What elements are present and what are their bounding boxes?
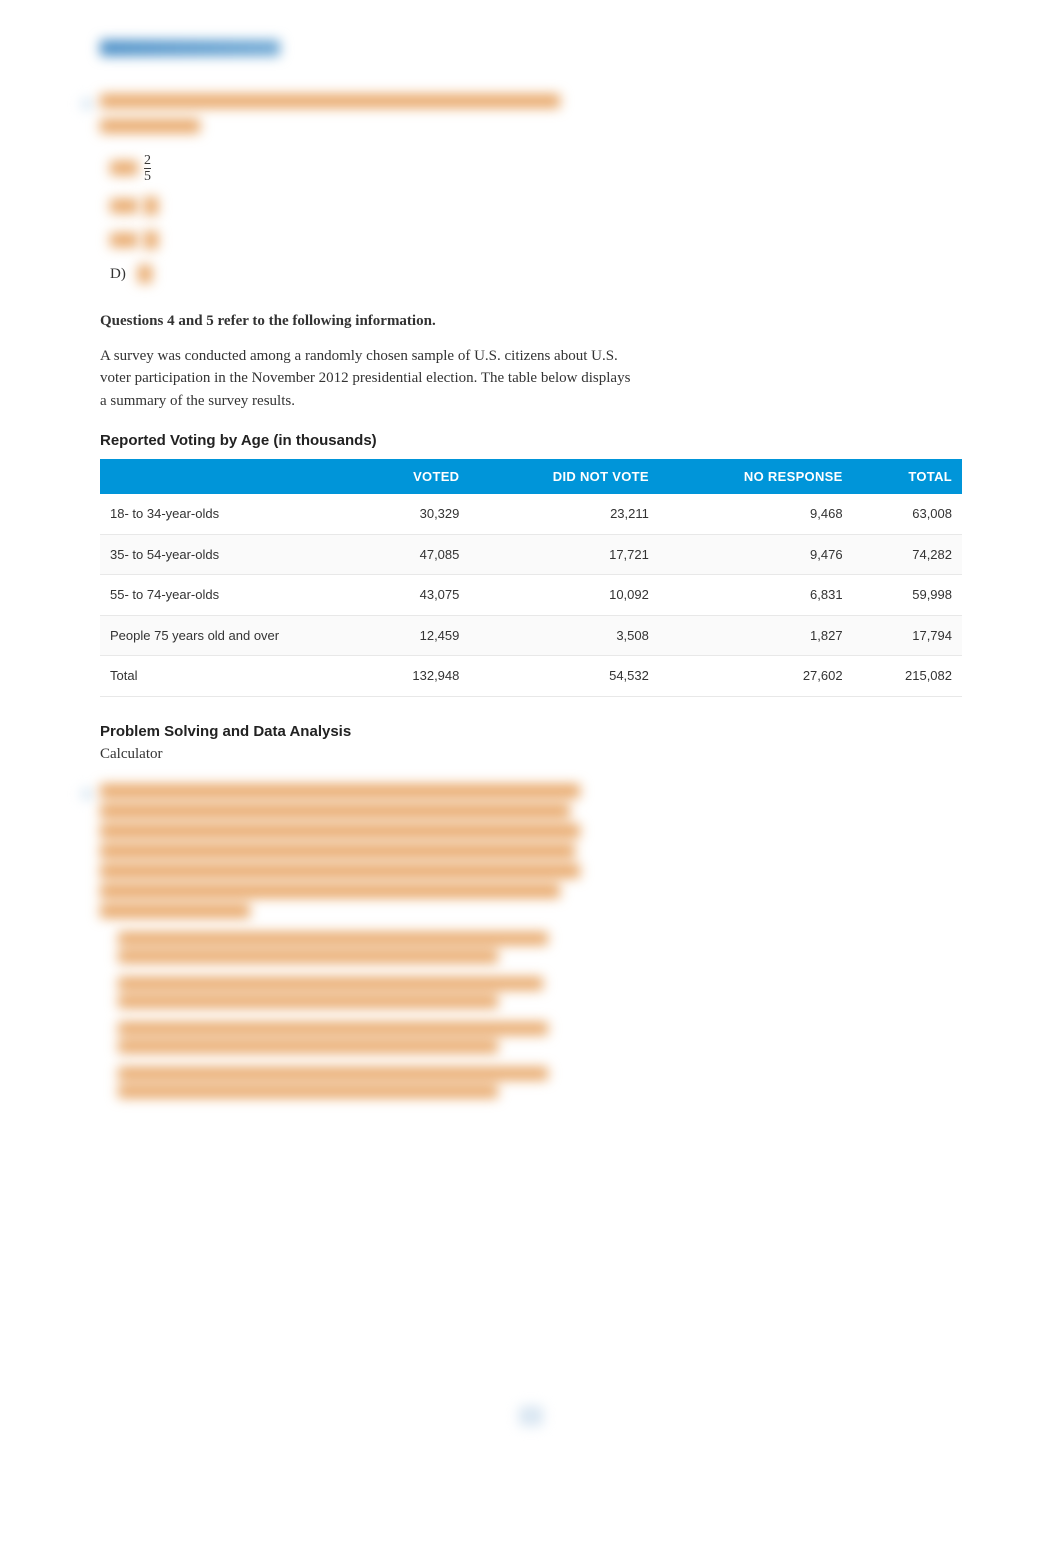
cell: 59,998	[853, 575, 962, 616]
q3-opt-b-label-blur	[110, 199, 138, 213]
passage-header: Questions 4 and 5 refer to the following…	[100, 310, 962, 333]
passage-text: A survey was conducted among a randomly …	[100, 345, 640, 413]
cell: 17,721	[469, 534, 658, 575]
cell: 30,329	[360, 494, 469, 534]
table-title: Reported Voting by Age (in thousands)	[100, 430, 962, 453]
q3-opt-c-label-blur	[110, 233, 138, 247]
cell: 54,532	[469, 656, 658, 697]
cell: 17,794	[853, 615, 962, 656]
q4-number-blur	[82, 789, 92, 799]
q3-opt-b-val-blur	[144, 197, 158, 215]
col-did-not-vote: DID NOT VOTE	[469, 459, 658, 495]
table-row: 55- to 74-year-olds 43,075 10,092 6,831 …	[100, 575, 962, 616]
q3-option-c	[110, 228, 962, 252]
col-blank	[100, 459, 360, 495]
question-3: 2 5 D)	[100, 94, 962, 287]
q3-opt-d-val-blur	[138, 265, 152, 283]
q3-option-d: D)	[110, 262, 962, 286]
cell: 43,075	[360, 575, 469, 616]
section-title: Problem Solving and Data Analysis	[100, 721, 962, 744]
q4-option-c-blur	[118, 1022, 962, 1053]
cell: Total	[100, 656, 360, 697]
q4-option-a-blur	[118, 932, 962, 963]
fraction-denominator: 5	[144, 168, 151, 184]
cell: 9,468	[659, 494, 853, 534]
table-row: 35- to 54-year-olds 47,085 17,721 9,476 …	[100, 534, 962, 575]
q4-option-d-blur	[118, 1067, 962, 1098]
q4-option-b-blur	[118, 977, 962, 1008]
page-number-blur	[519, 1406, 543, 1426]
question-4	[100, 784, 962, 1098]
q4-options	[118, 932, 962, 1098]
q3-option-b	[110, 194, 962, 218]
q4-stem-blur	[100, 784, 962, 918]
col-total: TOTAL	[853, 459, 962, 495]
q3-opt-c-val-blur	[144, 231, 158, 249]
q3-number-blur	[82, 99, 92, 109]
cell: People 75 years old and over	[100, 615, 360, 656]
table-row: Total 132,948 54,532 27,602 215,082	[100, 656, 962, 697]
fraction-numerator: 2	[144, 153, 151, 168]
col-no-response: NO RESPONSE	[659, 459, 853, 495]
cell: 9,476	[659, 534, 853, 575]
top-link-blur	[100, 40, 962, 94]
section-subtitle: Calculator	[100, 743, 962, 766]
q3-option-a: 2 5	[110, 153, 962, 185]
cell: 6,831	[659, 575, 853, 616]
cell: 3,508	[469, 615, 658, 656]
cell: 1,827	[659, 615, 853, 656]
voting-table: VOTED DID NOT VOTE NO RESPONSE TOTAL 18-…	[100, 459, 962, 697]
cell: 35- to 54-year-olds	[100, 534, 360, 575]
cell: 215,082	[853, 656, 962, 697]
table-body: 18- to 34-year-olds 30,329 23,211 9,468 …	[100, 494, 962, 696]
cell: 55- to 74-year-olds	[100, 575, 360, 616]
table-row: 18- to 34-year-olds 30,329 23,211 9,468 …	[100, 494, 962, 534]
cell: 12,459	[360, 615, 469, 656]
cell: 10,092	[469, 575, 658, 616]
q3-options: 2 5 D)	[110, 153, 962, 287]
cell: 27,602	[659, 656, 853, 697]
table-row: People 75 years old and over 12,459 3,50…	[100, 615, 962, 656]
q3-opt-a-label-blur	[110, 161, 138, 175]
cell: 74,282	[853, 534, 962, 575]
cell: 132,948	[360, 656, 469, 697]
cell: 47,085	[360, 534, 469, 575]
table-header-row: VOTED DID NOT VOTE NO RESPONSE TOTAL	[100, 459, 962, 495]
q3-stem-blur	[100, 94, 962, 145]
cell: 18- to 34-year-olds	[100, 494, 360, 534]
q3-opt-a-fraction: 2 5	[144, 153, 151, 185]
col-voted: VOTED	[360, 459, 469, 495]
cell: 63,008	[853, 494, 962, 534]
cell: 23,211	[469, 494, 658, 534]
q3-opt-d-label: D)	[110, 263, 138, 286]
